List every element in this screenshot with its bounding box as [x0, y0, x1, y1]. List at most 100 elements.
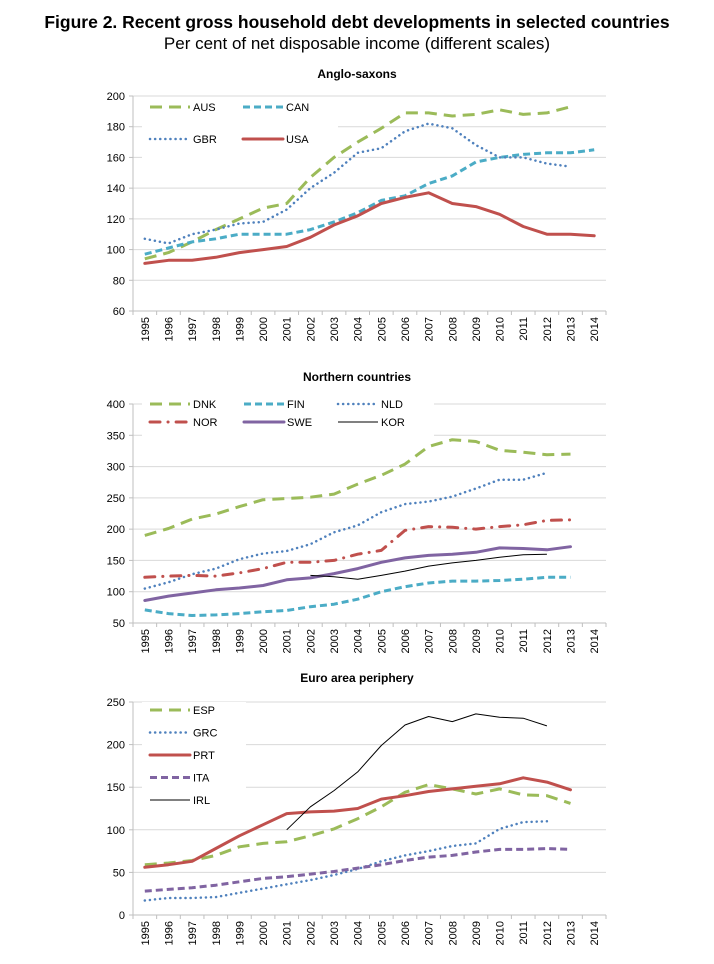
y-tick-label: 50: [113, 618, 125, 630]
x-tick-label: 2011: [518, 629, 530, 653]
x-tick-label: 1996: [163, 317, 175, 341]
x-tick-label: 2002: [305, 317, 317, 341]
x-tick-label: 2010: [495, 921, 507, 945]
x-tick-label: 2007: [424, 317, 436, 341]
x-tick-label: 2012: [542, 317, 554, 341]
y-tick-label: 100: [107, 245, 125, 257]
y-tick-label: 50: [113, 867, 125, 879]
x-tick-label: 2001: [282, 629, 294, 653]
x-tick-label: 2014: [589, 921, 601, 945]
legend-label-fin: FIN: [287, 399, 305, 411]
y-tick-label: 120: [107, 214, 125, 226]
x-tick-label: 2004: [353, 317, 365, 341]
x-tick-label: 2000: [258, 629, 270, 653]
x-tick-label: 1999: [234, 629, 246, 653]
y-tick-label: 150: [107, 555, 125, 567]
x-tick-label: 2014: [589, 629, 601, 653]
figure-subtitle: Per cent of net disposable income (diffe…: [163, 34, 551, 53]
chart-title: Northern countries: [303, 370, 411, 384]
x-tick-label: 2012: [542, 629, 554, 653]
series-line-esp: [144, 783, 571, 867]
y-tick-label: 140: [107, 183, 125, 195]
y-tick-label: 200: [107, 91, 125, 103]
legend-label-swe: SWE: [287, 417, 312, 429]
legend-label-aus: AUS: [193, 102, 216, 114]
x-tick-label: 2006: [400, 317, 412, 341]
figure-title: Figure 2. Recent gross household debt de…: [44, 12, 670, 32]
chart-panel-2: Euro area periphery 0 50 100 150 200 250 1995 19…: [107, 671, 607, 945]
x-tick-label: 1996: [163, 921, 175, 945]
chart-title: Euro area periphery: [300, 671, 414, 685]
y-tick-label: 60: [113, 306, 125, 318]
x-tick-label: 1998: [211, 921, 223, 945]
series-line-nld: [143, 471, 549, 590]
series-line-kor: [310, 553, 547, 580]
legend-label-gbr: GBR: [193, 134, 217, 146]
legend-label-ita: ITA: [193, 773, 210, 785]
x-tick-label: 2001: [282, 317, 294, 341]
chart-title: Anglo-saxons: [317, 67, 397, 81]
y-tick-label: 180: [107, 122, 125, 134]
series-line-prt: [143, 776, 572, 869]
legend-background: [142, 99, 338, 167]
chart-panel-1: Northern countries 50 100 150 200 250 300 350 40…: [107, 370, 607, 653]
legend-label-prt: PRT: [193, 750, 215, 762]
x-tick-label: 2007: [424, 921, 436, 945]
x-tick-label: 1999: [234, 317, 246, 341]
legend-label-can: CAN: [286, 102, 309, 114]
x-tick-label: 1997: [187, 921, 199, 945]
x-tick-label: 2006: [400, 629, 412, 653]
x-tick-label: 2008: [447, 921, 459, 945]
x-tick-label: 2011: [518, 921, 530, 945]
legend-background: [142, 396, 434, 436]
x-tick-label: 2005: [376, 317, 388, 341]
x-tick-label: 2008: [447, 317, 459, 341]
x-tick-label: 2007: [424, 629, 436, 653]
y-tick-label: 300: [107, 462, 125, 474]
x-tick-label: 2008: [447, 629, 459, 653]
y-tick-label: 100: [107, 587, 125, 599]
legend-label-nor: NOR: [193, 417, 218, 429]
series-line-irl: [286, 713, 548, 831]
chart-panel-0: Anglo-saxons 60 80 100 120 140 160 180 200 1995 19…: [107, 67, 607, 341]
x-tick-label: 2009: [471, 317, 483, 341]
x-tick-label: 1997: [187, 317, 199, 341]
x-tick-label: 1996: [163, 629, 175, 653]
y-tick-label: 200: [107, 524, 125, 536]
x-tick-label: 2009: [471, 921, 483, 945]
x-tick-label: 1998: [211, 629, 223, 653]
series-line-nor: [143, 518, 572, 579]
x-tick-label: 2009: [471, 629, 483, 653]
x-tick-label: 2000: [258, 921, 270, 945]
x-tick-label: 2000: [258, 317, 270, 341]
x-tick-label: 2013: [566, 317, 578, 341]
x-tick-label: 2004: [353, 629, 365, 653]
series-line-swe: [143, 545, 572, 602]
x-tick-label: 2006: [400, 921, 412, 945]
series-line-dnk: [144, 438, 571, 537]
x-tick-label: 2014: [589, 317, 601, 341]
legend-label-dnk: DNK: [193, 399, 217, 411]
series-line-fin: [144, 575, 571, 617]
y-tick-label: 250: [107, 697, 125, 709]
x-tick-label: 2003: [329, 629, 341, 653]
y-tick-label: 350: [107, 430, 125, 442]
y-tick-label: 160: [107, 152, 125, 164]
legend-label-irl: IRL: [193, 795, 210, 807]
legend-label-usa: USA: [286, 134, 309, 146]
y-tick-label: 400: [107, 399, 125, 411]
x-tick-label: 2010: [495, 629, 507, 653]
x-tick-label: 2003: [329, 317, 341, 341]
series-line-can: [144, 148, 595, 256]
x-tick-label: 2003: [329, 921, 341, 945]
x-tick-label: 2005: [376, 629, 388, 653]
x-tick-label: 1995: [140, 317, 152, 341]
legend-label-nld: NLD: [381, 399, 403, 411]
x-tick-label: 2002: [305, 629, 317, 653]
x-tick-label: 2010: [495, 317, 507, 341]
y-tick-label: 250: [107, 493, 125, 505]
x-tick-label: 1995: [140, 629, 152, 653]
legend-label-grc: GRC: [193, 728, 218, 740]
series-line-gbr: [143, 122, 572, 245]
